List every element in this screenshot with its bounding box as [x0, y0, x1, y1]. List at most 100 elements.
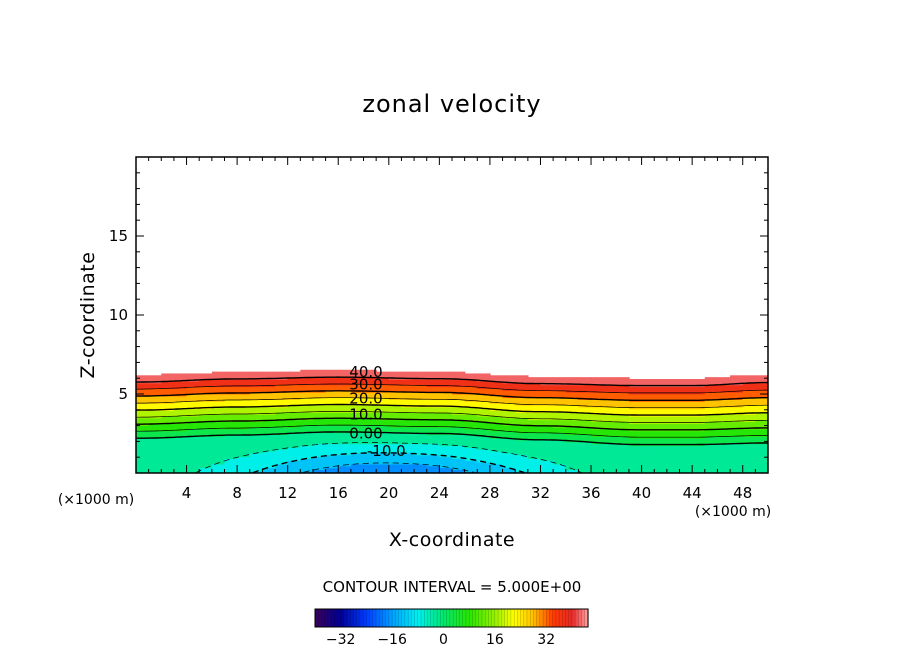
- field-cell: [199, 384, 213, 388]
- field-cell: [692, 452, 706, 456]
- field-cell: [515, 441, 529, 445]
- field-cell: [679, 460, 693, 463]
- field-cell: [666, 450, 681, 454]
- field-cell: [186, 393, 200, 397]
- field-cell: [591, 380, 605, 384]
- field-cell: [578, 471, 592, 473]
- field-cell: [237, 458, 251, 461]
- field-cell: [742, 463, 757, 467]
- field-cell: [338, 404, 352, 408]
- field-cell: [591, 449, 605, 452]
- field-cell: [350, 419, 365, 423]
- field-cell: [211, 423, 226, 426]
- field-cell: [312, 449, 327, 452]
- field-cell: [148, 390, 162, 393]
- field-cell: [211, 386, 226, 389]
- field-cell: [287, 395, 302, 399]
- field-cell: [717, 386, 731, 389]
- field-cell: [249, 402, 264, 406]
- field-cell: [464, 382, 478, 386]
- field-cell: [426, 423, 441, 426]
- field-cell: [591, 390, 605, 393]
- field-cell: [300, 419, 314, 423]
- field-cell: [515, 425, 529, 428]
- field-cell: [199, 456, 213, 459]
- field-cell: [553, 388, 567, 391]
- field-cell: [489, 449, 504, 452]
- field-cell: [641, 450, 655, 454]
- field-cell: [275, 399, 289, 402]
- field-cell: [173, 458, 188, 461]
- field-cell: [540, 430, 554, 434]
- field-cell: [262, 460, 276, 463]
- field-cell: [489, 430, 504, 434]
- field-cell: [452, 423, 466, 426]
- field-cell: [540, 412, 554, 415]
- field-cell: [300, 399, 314, 402]
- field-cell: [237, 410, 251, 413]
- field-cell: [452, 406, 466, 410]
- field-cell: [755, 414, 768, 417]
- field-cell: [540, 471, 554, 473]
- field-cell: [199, 463, 213, 467]
- field-cell: [414, 461, 428, 465]
- field-cell: [363, 393, 377, 397]
- field-cell: [363, 373, 377, 376]
- field-cell: [616, 434, 630, 437]
- field-cell: [742, 449, 757, 452]
- field-cell: [287, 471, 302, 473]
- field-cell: [249, 441, 264, 445]
- field-cell: [515, 447, 529, 450]
- field-cell: [717, 437, 731, 441]
- field-cell: [502, 412, 516, 415]
- field-cell: [628, 450, 643, 454]
- field-cell: [186, 402, 200, 406]
- field-cell: [338, 461, 352, 465]
- field-cell: [186, 467, 200, 471]
- field-cell: [401, 373, 415, 376]
- field-cell: [628, 402, 643, 406]
- field-cell: [515, 432, 529, 435]
- field-cell: [148, 452, 162, 456]
- field-cell: [603, 436, 618, 439]
- field-cell: [666, 386, 681, 389]
- field-cell: [502, 425, 516, 428]
- field-cell: [527, 377, 542, 380]
- field-cell: [742, 421, 757, 424]
- field-cell: [578, 467, 592, 471]
- field-cell: [376, 463, 390, 467]
- field-cell: [136, 388, 150, 391]
- field-cell: [426, 434, 441, 437]
- field-cell: [591, 450, 605, 454]
- field-cell: [148, 395, 162, 399]
- field-cell: [439, 382, 453, 386]
- field-cell: [679, 463, 693, 467]
- field-cell: [211, 397, 226, 400]
- field-cell: [755, 421, 768, 424]
- field-cell: [300, 425, 314, 428]
- field-cell: [350, 415, 365, 419]
- field-cell: [591, 452, 605, 456]
- field-cell: [211, 388, 226, 391]
- field-cell: [717, 469, 731, 472]
- field-cell: [515, 391, 529, 395]
- field-cell: [578, 456, 592, 459]
- field-cell: [199, 408, 213, 412]
- field-cell: [224, 371, 238, 375]
- field-cell: [616, 419, 630, 423]
- field-cell: [489, 432, 504, 435]
- field-cell: [540, 397, 554, 400]
- field-cell: [603, 428, 618, 432]
- field-cell: [666, 419, 681, 423]
- field-cell: [414, 406, 428, 410]
- field-cell: [211, 458, 226, 461]
- field-cell: [679, 380, 693, 384]
- field-cell: [148, 425, 162, 428]
- field-cell: [363, 377, 377, 380]
- field-cell: [300, 454, 314, 458]
- field-cell: [464, 404, 478, 408]
- field-cell: [464, 452, 478, 456]
- field-cell: [603, 458, 618, 461]
- field-cell: [489, 452, 504, 456]
- field-cell: [730, 432, 744, 435]
